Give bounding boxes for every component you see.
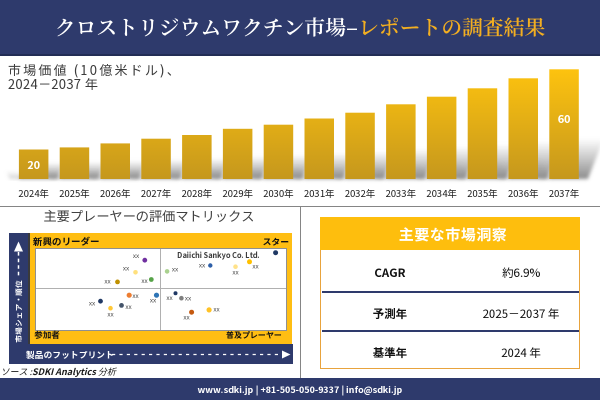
svg-text:xx: xx	[199, 261, 206, 270]
svg-text:xx: xx	[252, 262, 259, 271]
svg-text:xx: xx	[232, 268, 239, 277]
svg-text:xx: xx	[125, 302, 132, 311]
svg-text:xx: xx	[166, 293, 173, 302]
svg-text:xx: xx	[183, 313, 190, 322]
svg-text:市場シェア・順位: 市場シェア・順位	[13, 280, 24, 343]
svg-text:xx: xx	[133, 251, 140, 260]
svg-text:xx: xx	[89, 299, 96, 308]
svg-text:xx: xx	[213, 305, 220, 314]
svg-text:xx: xx	[150, 296, 157, 305]
svg-text:xx: xx	[123, 264, 130, 273]
svg-text:xx: xx	[132, 291, 139, 300]
svg-text:xx: xx	[104, 277, 111, 286]
svg-text:xx: xx	[185, 293, 192, 302]
svg-text:xx: xx	[172, 265, 179, 274]
svg-text:xx: xx	[107, 310, 114, 319]
svg-text:xx: xx	[141, 276, 148, 285]
